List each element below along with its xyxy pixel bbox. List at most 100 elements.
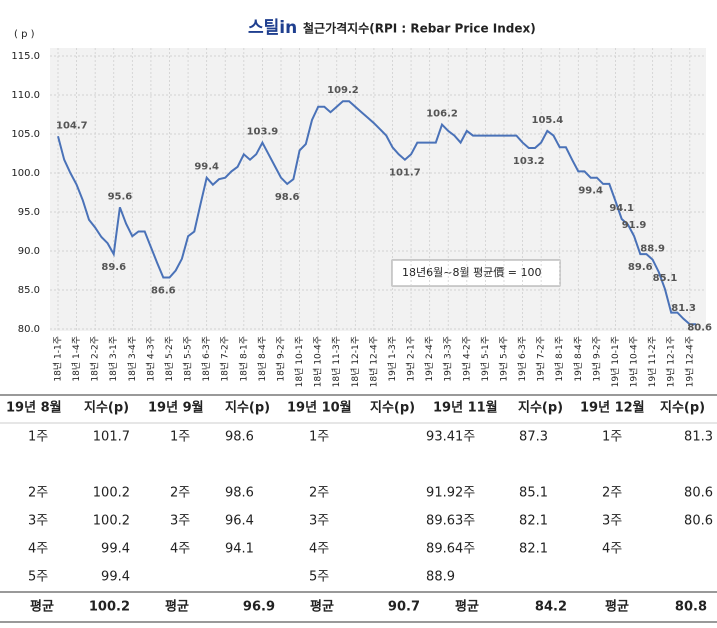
- data-line: [57, 100, 696, 326]
- table-week: 4주: [602, 542, 622, 557]
- data-label: 85.1: [653, 273, 678, 284]
- table-avg-label: 평균: [455, 599, 479, 615]
- table-value: 82.1: [519, 514, 548, 529]
- x-tick-label: 18년 1-4주: [71, 336, 82, 382]
- annotation-box: [391, 259, 561, 287]
- y-tick-label: 105.0: [11, 129, 40, 140]
- table-week: 2주: [309, 486, 329, 501]
- table-avg-label: 평균: [310, 599, 334, 615]
- table-value: 100.2: [93, 514, 130, 529]
- table-index-header: 지수(p): [84, 401, 129, 416]
- table-value: 81.3: [684, 430, 713, 445]
- table-week: 4주: [170, 542, 190, 557]
- data-label: 81.3: [671, 303, 696, 314]
- x-tick-label: 18년 11-3주: [331, 336, 342, 387]
- table-value: 91.9: [426, 486, 455, 501]
- data-label: 89.6: [628, 262, 653, 273]
- x-tick-label: 19년 12-4주: [684, 336, 695, 387]
- x-tick-label: 18년 12-4주: [368, 336, 379, 387]
- x-tick-label: 18년 5-2주: [164, 336, 175, 382]
- table-week: 3주: [455, 514, 475, 529]
- x-tick-label: 19년 4-2주: [461, 336, 472, 382]
- x-tick-label: 18년 2-2주: [90, 336, 101, 382]
- data-label: 105.4: [532, 115, 564, 126]
- data-label: 89.6: [101, 262, 126, 273]
- table-month-header: 19년 12월: [580, 400, 645, 416]
- table-week: 1주: [602, 430, 622, 445]
- table-week: 2주: [602, 486, 622, 501]
- y-tick-label: 115.0: [11, 51, 40, 62]
- x-tick-label: 18년 9-2주: [275, 336, 286, 382]
- table-avg-value: 84.2: [535, 600, 567, 615]
- table-week: 2주: [455, 486, 475, 501]
- table-value: 100.2: [93, 486, 130, 501]
- table-avg-label: 평균: [165, 599, 189, 615]
- table-value: 99.4: [101, 542, 130, 557]
- x-tick-label: 18년 1-1주: [53, 336, 64, 382]
- y-tick-label: 110.0: [11, 90, 40, 101]
- table-week: 1주: [170, 430, 190, 445]
- table-index-header: 지수(p): [518, 401, 563, 416]
- table-avg-label: 평균: [605, 599, 629, 615]
- table-week: 4주: [455, 542, 475, 557]
- table-week: 1주: [455, 430, 475, 445]
- x-tick-label: 19년 12-1주: [666, 336, 677, 387]
- annotation: 18년6월~8월 평균價 = 100: [402, 265, 542, 279]
- table-week: 5주: [309, 570, 329, 585]
- x-tick-label: 18년 4-3주: [145, 336, 156, 382]
- y-tick-label: 100.0: [11, 168, 40, 179]
- x-tick-label: 18년 10-4주: [313, 336, 324, 387]
- data-label: 101.7: [389, 168, 421, 179]
- table-week: 4주: [309, 542, 329, 557]
- table-month-header: 19년 10월: [287, 400, 352, 416]
- table-avg-value: 90.7: [388, 600, 420, 615]
- data-label: 109.2: [327, 85, 359, 96]
- table-value: 80.6: [684, 514, 713, 529]
- x-tick-label: 19년 2-4주: [424, 336, 435, 382]
- x-tick-label: 19년 8-4주: [573, 336, 584, 382]
- y-axis-label: ( p ): [14, 29, 35, 40]
- table-value: 87.3: [519, 430, 548, 445]
- logo: 스틸in: [248, 17, 297, 38]
- x-tick-label: 19년 6-3주: [517, 336, 528, 382]
- x-tick-label: 19년 8-1주: [554, 336, 565, 382]
- table-avg-label: 평균: [30, 599, 54, 615]
- data-label: 88.9: [640, 244, 665, 255]
- table-month-header: 19년 11월: [433, 400, 498, 416]
- table-week: 2주: [170, 486, 190, 501]
- table-week: 3주: [309, 514, 329, 529]
- y-tick-label: 90.0: [18, 246, 40, 257]
- table-value: 101.7: [93, 430, 130, 445]
- table-index-header: 지수(p): [225, 401, 270, 416]
- table-avg-value: 100.2: [89, 600, 130, 615]
- data-label: 80.6: [687, 322, 712, 333]
- y-tick-label: 80.0: [18, 324, 40, 335]
- table-value: 98.6: [225, 486, 254, 501]
- table-value: 88.9: [426, 570, 455, 585]
- data-label: 94.1: [609, 203, 634, 214]
- table-week: 2주: [28, 486, 48, 501]
- table-value: 94.1: [225, 542, 254, 557]
- data-label: 98.6: [275, 192, 300, 203]
- x-tick-label: 18년 10-1주: [294, 336, 305, 387]
- x-tick-label: 18년 8-4주: [257, 336, 268, 382]
- table-value: 98.6: [225, 430, 254, 445]
- data-label: 106.2: [426, 109, 458, 120]
- chart-title: 철근가격지수(RPI : Rebar Price Index): [303, 21, 536, 36]
- y-tick-label: 95.0: [18, 207, 40, 218]
- table-week: 5주: [28, 570, 48, 585]
- data-label: 103.2: [513, 156, 545, 167]
- x-tick-label: 18년 6-3주: [201, 336, 212, 382]
- data-label: 103.9: [247, 127, 279, 138]
- table-value: 80.6: [684, 486, 713, 501]
- table-week: 1주: [28, 430, 48, 445]
- table-value: 85.1: [519, 486, 548, 501]
- table-week: 3주: [170, 514, 190, 529]
- table-avg-value: 80.8: [675, 600, 707, 615]
- table-week: 4주: [28, 542, 48, 557]
- table-value: 82.1: [519, 542, 548, 557]
- table-month-header: 19년 8월: [6, 400, 62, 416]
- x-tick-label: 18년 7-2주: [220, 336, 231, 382]
- table-month-header: 19년 9월: [148, 400, 204, 416]
- data-label: 99.4: [578, 186, 603, 197]
